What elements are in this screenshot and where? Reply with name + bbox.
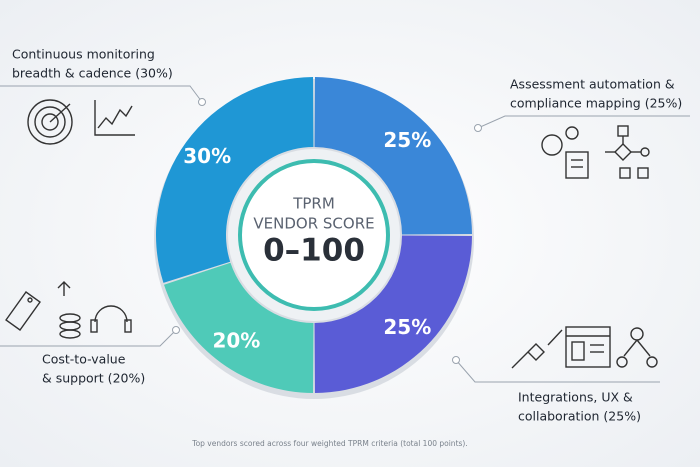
value-label: 20% [212, 328, 260, 352]
value-label: 30% [183, 144, 231, 168]
callout-dot [474, 124, 482, 132]
value-label: 25% [383, 128, 431, 152]
category-label: Continuous monitoring [12, 47, 155, 62]
integration-icons [511, 326, 658, 369]
category-label: Integrations, UX & [518, 390, 633, 405]
callout-line [477, 115, 690, 129]
callout-dot [172, 326, 180, 334]
donut-segment [314, 77, 472, 235]
category-label: breadth & cadence (30%) [12, 66, 173, 81]
callout-dot [198, 98, 206, 106]
center-text: TPRM [292, 195, 335, 213]
callout-line [0, 329, 177, 347]
monitoring-icons [27, 99, 135, 145]
category-label: collaboration (25%) [518, 409, 641, 424]
callout-dot [452, 356, 460, 364]
automation-icons [541, 125, 650, 179]
donut-segment [155, 77, 314, 283]
center-ring [238, 159, 390, 311]
center-value: 0–100 [263, 233, 365, 269]
value-label: 25% [383, 315, 431, 339]
donut-segment [164, 262, 314, 393]
callout-line [0, 85, 203, 103]
donut-segment [314, 235, 472, 393]
center-text: VENDOR SCORE [253, 215, 374, 233]
category-label: Assessment automation & [510, 77, 675, 92]
category-label: compliance mapping (25%) [510, 96, 682, 111]
category-label: Cost-to-value [42, 352, 126, 367]
footnote: Top vendors scored across four weighted … [191, 439, 467, 448]
callout-line [455, 359, 660, 383]
cost-icons [5, 281, 132, 339]
category-label: & support (20%) [42, 371, 145, 386]
